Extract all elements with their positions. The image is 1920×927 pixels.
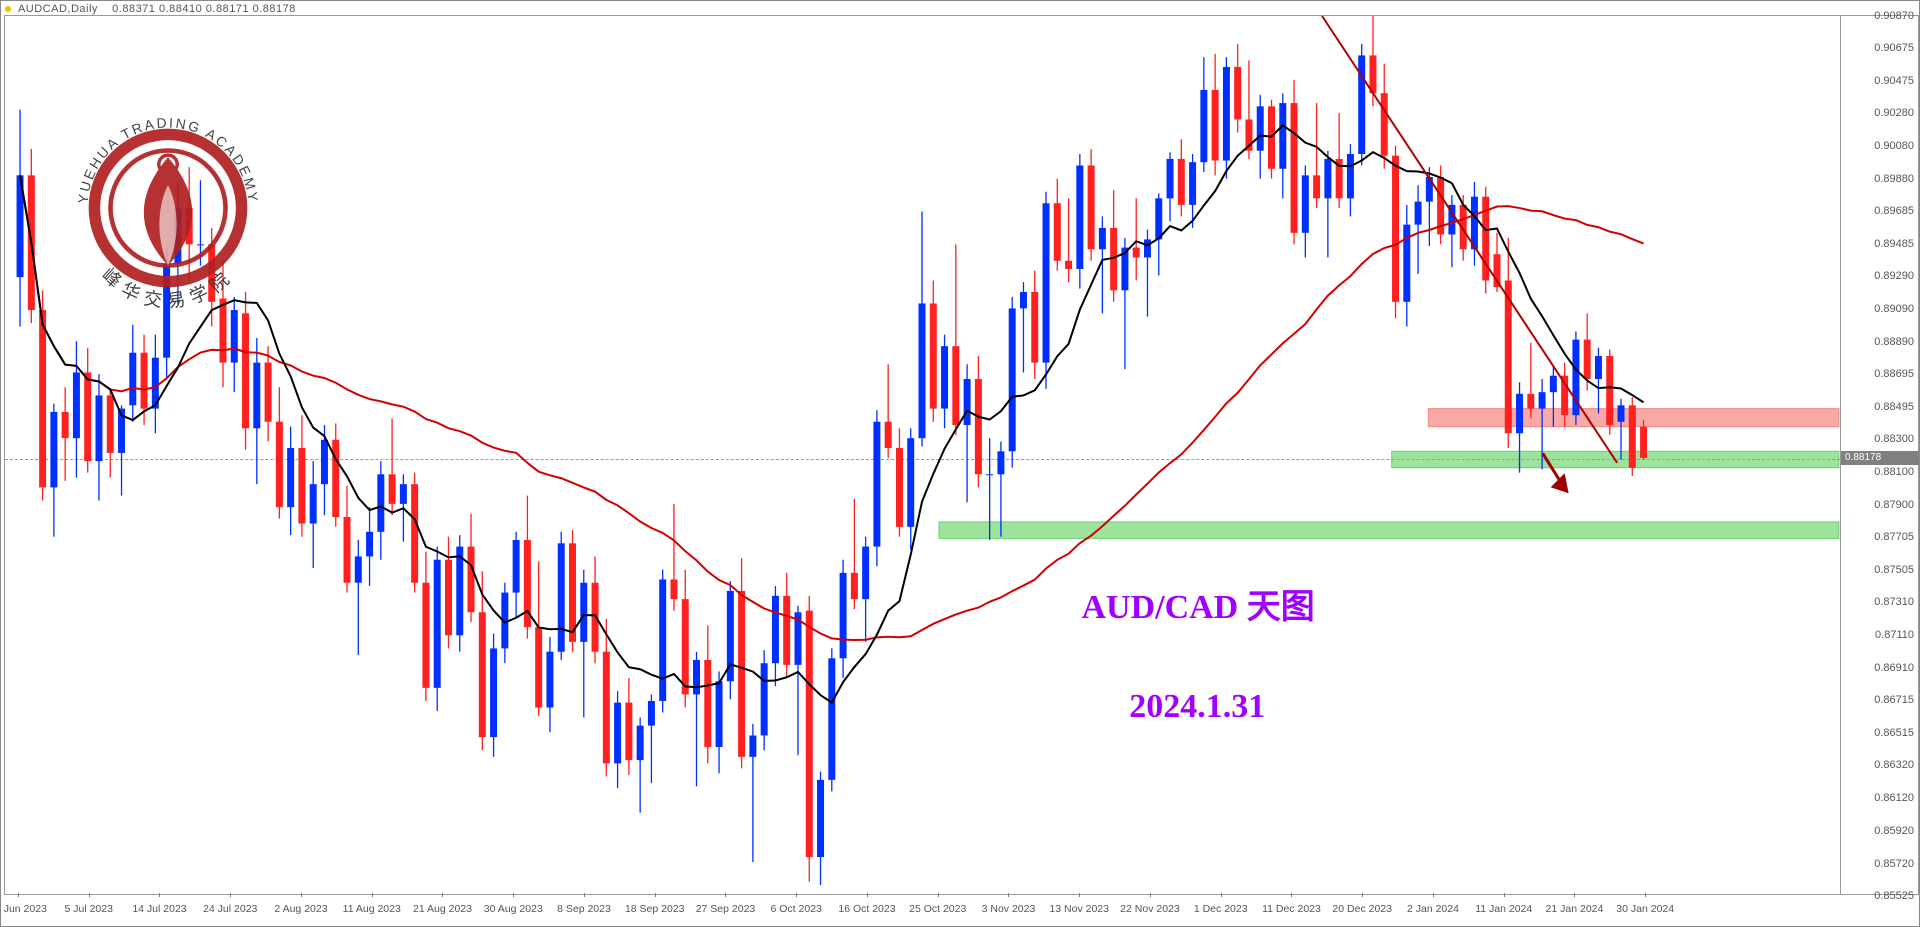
y-tick-label: 0.87705	[1874, 531, 1914, 543]
chart-ohlc-readout: 0.88371 0.88410 0.88171 0.88178	[112, 3, 296, 15]
x-tick-label: 2 Jan 2024	[1407, 903, 1459, 915]
x-tick-label: 2 Aug 2023	[274, 903, 327, 915]
x-tick-label: 13 Nov 2023	[1049, 903, 1109, 915]
current-price-tag: 0.88178	[1841, 451, 1919, 465]
x-tick-label: 5 Jul 2023	[65, 903, 113, 915]
x-tick-label: 1 Dec 2023	[1194, 903, 1248, 915]
y-tick-label: 0.90475	[1874, 75, 1914, 87]
watermark-logo: YUEHUA TRADING ACADEMY峰华交易学院	[53, 93, 283, 323]
x-tick-label: 11 Aug 2023	[343, 903, 401, 915]
x-tick-label: 22 Nov 2023	[1120, 903, 1180, 915]
y-tick-label: 0.89685	[1874, 205, 1914, 217]
x-tick-label: 6 Oct 2023	[771, 903, 822, 915]
y-tick-label: 0.88300	[1874, 433, 1914, 445]
chart-plot-area[interactable]: AUD/CAD 天图 2024.1.31 YUEHUA TRADING ACADE…	[4, 15, 1841, 895]
x-tick-label: 3 Nov 2023	[982, 903, 1036, 915]
y-tick-label: 0.88890	[1874, 336, 1914, 348]
x-tick-label: 18 Sep 2023	[625, 903, 685, 915]
x-tick-label: 11 Jan 2024	[1475, 903, 1532, 915]
y-tick-label: 0.89290	[1874, 270, 1914, 282]
y-tick-label: 0.86515	[1874, 727, 1914, 739]
y-tick-label: 0.86320	[1874, 759, 1914, 771]
y-tick-label: 0.90870	[1874, 10, 1914, 22]
y-tick-label: 0.87505	[1874, 564, 1914, 576]
x-tick-label: 30 Jan 2024	[1616, 903, 1674, 915]
y-tick-label: 0.89485	[1874, 238, 1914, 250]
y-tick-label: 0.87110	[1875, 629, 1914, 641]
y-tick-label: 0.87900	[1874, 499, 1914, 511]
title-indicator-dot	[5, 6, 11, 12]
x-tick-label: 8 Sep 2023	[557, 903, 611, 915]
x-tick-label: 27 Sep 2023	[696, 903, 756, 915]
chart-symbol-label: AUDCAD,Daily	[18, 3, 98, 15]
y-tick-label: 0.88695	[1874, 368, 1914, 380]
x-tick-label: 25 Oct 2023	[909, 903, 966, 915]
y-tick-label: 0.86120	[1874, 792, 1914, 804]
x-tick-label: 11 Dec 2023	[1262, 903, 1321, 915]
y-tick-label: 0.86715	[1874, 694, 1914, 706]
current-price-line	[5, 459, 1840, 460]
y-tick-label: 0.87310	[1874, 596, 1914, 608]
x-tick-label: 21 Jan 2024	[1546, 903, 1604, 915]
x-tick-label: 30 Aug 2023	[484, 903, 543, 915]
y-tick-label: 0.90675	[1874, 42, 1914, 54]
y-tick-label: 0.85920	[1874, 825, 1914, 837]
x-tick-label: 14 Jul 2023	[132, 903, 186, 915]
y-tick-label: 0.89880	[1874, 173, 1914, 185]
y-tick-label: 0.89090	[1874, 303, 1914, 315]
x-axis: 26 Jun 20235 Jul 202314 Jul 202324 Jul 2…	[4, 893, 1841, 923]
y-tick-label: 0.88495	[1874, 401, 1914, 413]
y-tick-label: 0.86910	[1874, 662, 1914, 674]
y-tick-label: 0.85720	[1874, 858, 1914, 870]
chart-annotation: AUD/CAD 天图	[1081, 579, 1314, 628]
x-tick-label: 24 Jul 2023	[203, 903, 257, 915]
x-tick-label: 16 Oct 2023	[838, 903, 895, 915]
chart-annotation: 2024.1.31	[1129, 688, 1265, 726]
svg-text:峰华交易学院: 峰华交易学院	[98, 265, 238, 312]
y-tick-label: 0.88100	[1874, 466, 1914, 478]
chart-title-bar: AUDCAD,Daily 0.88371 0.88410 0.88171 0.8…	[5, 3, 296, 15]
x-tick-label: 20 Dec 2023	[1332, 903, 1392, 915]
x-tick-label: 21 Aug 2023	[413, 903, 472, 915]
y-tick-label: 0.85525	[1874, 890, 1914, 902]
chart-frame: AUDCAD,Daily 0.88371 0.88410 0.88171 0.8…	[0, 0, 1920, 927]
x-tick-label: 26 Jun 2023	[0, 903, 47, 915]
y-tick-label: 0.90280	[1874, 107, 1914, 119]
y-tick-label: 0.90080	[1874, 140, 1914, 152]
